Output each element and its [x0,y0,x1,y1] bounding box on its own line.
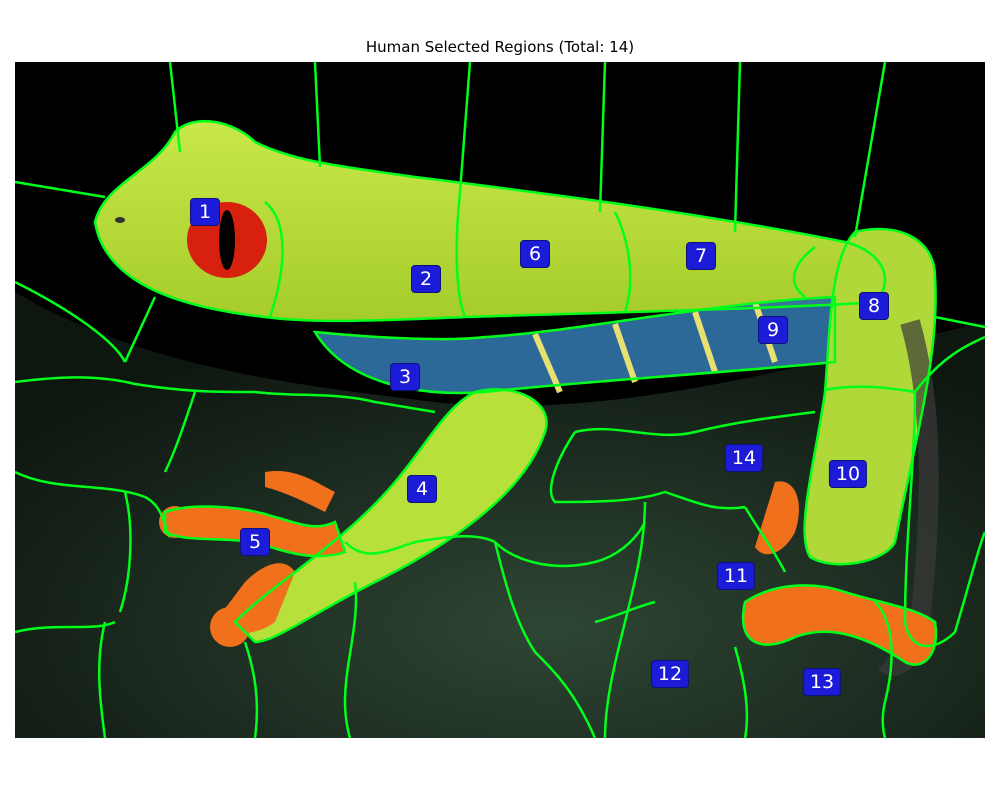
region-label[interactable]: 5 [240,528,270,556]
region-label[interactable]: 8 [859,292,889,320]
region-label[interactable]: 7 [686,242,716,270]
region-label[interactable]: 13 [802,668,842,696]
region-label[interactable]: 10 [828,460,868,488]
region-label[interactable]: 1 [190,198,220,226]
frog-photo [15,62,985,738]
region-label[interactable]: 6 [520,240,550,268]
frog-side [315,297,835,393]
region-label[interactable]: 12 [650,660,690,688]
front-leg [235,389,547,642]
region-label[interactable]: 14 [724,444,764,472]
segmentation-boundaries [15,62,985,738]
region-label[interactable]: 3 [390,363,420,391]
region-label[interactable]: 9 [758,316,788,344]
frog-body [95,121,885,321]
region-label[interactable]: 11 [716,562,756,590]
figure-title: Human Selected Regions (Total: 14) [365,38,635,56]
frog-segmentation-image: 1 2 3 4 5 6 7 8 9 10 11 12 13 14 [15,62,985,738]
region-label[interactable]: 2 [411,265,441,293]
region-label[interactable]: 4 [407,475,437,503]
